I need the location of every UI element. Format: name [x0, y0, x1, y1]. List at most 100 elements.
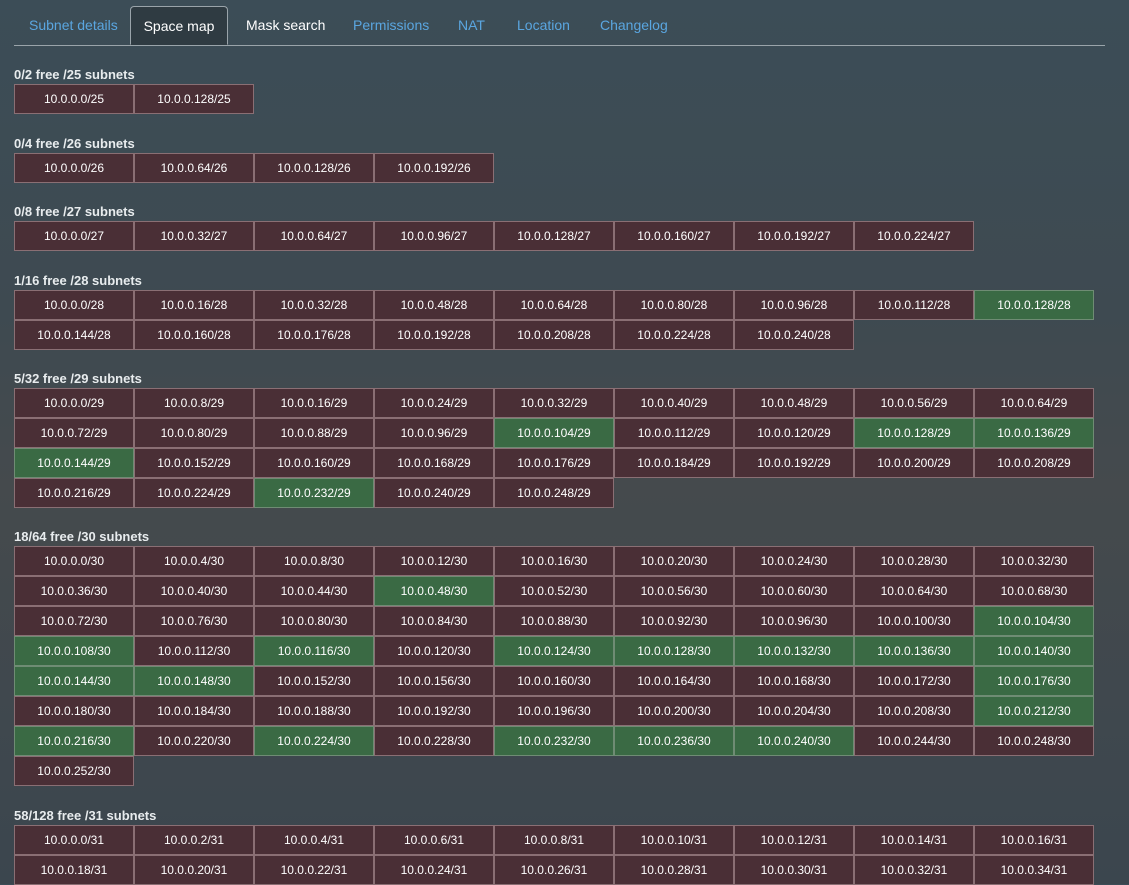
- used-subnet-cell[interactable]: 10.0.0.84/30: [374, 606, 494, 636]
- used-subnet-cell[interactable]: 10.0.0.192/28: [374, 320, 494, 350]
- used-subnet-cell[interactable]: 10.0.0.172/30: [854, 666, 974, 696]
- used-subnet-cell[interactable]: 10.0.0.112/30: [134, 636, 254, 666]
- used-subnet-cell[interactable]: 10.0.0.8/30: [254, 546, 374, 576]
- used-subnet-cell[interactable]: 10.0.0.128/27: [494, 221, 614, 251]
- used-subnet-cell[interactable]: 10.0.0.80/30: [254, 606, 374, 636]
- used-subnet-cell[interactable]: 10.0.0.64/28: [494, 290, 614, 320]
- used-subnet-cell[interactable]: 10.0.0.44/30: [254, 576, 374, 606]
- used-subnet-cell[interactable]: 10.0.0.0/28: [14, 290, 134, 320]
- used-subnet-cell[interactable]: 10.0.0.28/30: [854, 546, 974, 576]
- used-subnet-cell[interactable]: 10.0.0.180/30: [14, 696, 134, 726]
- free-subnet-cell[interactable]: 10.0.0.116/30: [254, 636, 374, 666]
- used-subnet-cell[interactable]: 10.0.0.60/30: [734, 576, 854, 606]
- used-subnet-cell[interactable]: 10.0.0.0/27: [14, 221, 134, 251]
- used-subnet-cell[interactable]: 10.0.0.18/31: [14, 855, 134, 885]
- used-subnet-cell[interactable]: 10.0.0.96/29: [374, 418, 494, 448]
- tab-permissions[interactable]: Permissions: [353, 17, 430, 33]
- used-subnet-cell[interactable]: 10.0.0.244/30: [854, 726, 974, 756]
- used-subnet-cell[interactable]: 10.0.0.68/30: [974, 576, 1094, 606]
- used-subnet-cell[interactable]: 10.0.0.192/30: [374, 696, 494, 726]
- tab-mask-search[interactable]: Mask search: [246, 17, 326, 33]
- used-subnet-cell[interactable]: 10.0.0.52/30: [494, 576, 614, 606]
- free-subnet-cell[interactable]: 10.0.0.128/28: [974, 290, 1094, 320]
- used-subnet-cell[interactable]: 10.0.0.88/29: [254, 418, 374, 448]
- used-subnet-cell[interactable]: 10.0.0.156/30: [374, 666, 494, 696]
- tab-subnet-details[interactable]: Subnet details: [29, 17, 118, 33]
- free-subnet-cell[interactable]: 10.0.0.224/30: [254, 726, 374, 756]
- used-subnet-cell[interactable]: 10.0.0.6/31: [374, 825, 494, 855]
- used-subnet-cell[interactable]: 10.0.0.176/29: [494, 448, 614, 478]
- used-subnet-cell[interactable]: 10.0.0.16/29: [254, 388, 374, 418]
- used-subnet-cell[interactable]: 10.0.0.72/30: [14, 606, 134, 636]
- used-subnet-cell[interactable]: 10.0.0.120/29: [734, 418, 854, 448]
- used-subnet-cell[interactable]: 10.0.0.12/30: [374, 546, 494, 576]
- used-subnet-cell[interactable]: 10.0.0.200/30: [614, 696, 734, 726]
- free-subnet-cell[interactable]: 10.0.0.136/29: [974, 418, 1094, 448]
- free-subnet-cell[interactable]: 10.0.0.212/30: [974, 696, 1094, 726]
- used-subnet-cell[interactable]: 10.0.0.208/30: [854, 696, 974, 726]
- used-subnet-cell[interactable]: 10.0.0.14/31: [854, 825, 974, 855]
- used-subnet-cell[interactable]: 10.0.0.188/30: [254, 696, 374, 726]
- free-subnet-cell[interactable]: 10.0.0.148/30: [134, 666, 254, 696]
- used-subnet-cell[interactable]: 10.0.0.128/26: [254, 153, 374, 183]
- used-subnet-cell[interactable]: 10.0.0.30/31: [734, 855, 854, 885]
- used-subnet-cell[interactable]: 10.0.0.48/28: [374, 290, 494, 320]
- used-subnet-cell[interactable]: 10.0.0.160/27: [614, 221, 734, 251]
- used-subnet-cell[interactable]: 10.0.0.8/29: [134, 388, 254, 418]
- used-subnet-cell[interactable]: 10.0.0.0/26: [14, 153, 134, 183]
- used-subnet-cell[interactable]: 10.0.0.216/29: [14, 478, 134, 508]
- tab-location[interactable]: Location: [517, 17, 570, 33]
- used-subnet-cell[interactable]: 10.0.0.240/29: [374, 478, 494, 508]
- used-subnet-cell[interactable]: 10.0.0.184/29: [614, 448, 734, 478]
- used-subnet-cell[interactable]: 10.0.0.24/30: [734, 546, 854, 576]
- used-subnet-cell[interactable]: 10.0.0.16/28: [134, 290, 254, 320]
- used-subnet-cell[interactable]: 10.0.0.168/29: [374, 448, 494, 478]
- used-subnet-cell[interactable]: 10.0.0.28/31: [614, 855, 734, 885]
- free-subnet-cell[interactable]: 10.0.0.140/30: [974, 636, 1094, 666]
- used-subnet-cell[interactable]: 10.0.0.12/31: [734, 825, 854, 855]
- free-subnet-cell[interactable]: 10.0.0.144/29: [14, 448, 134, 478]
- used-subnet-cell[interactable]: 10.0.0.248/30: [974, 726, 1094, 756]
- used-subnet-cell[interactable]: 10.0.0.100/30: [854, 606, 974, 636]
- used-subnet-cell[interactable]: 10.0.0.10/31: [614, 825, 734, 855]
- used-subnet-cell[interactable]: 10.0.0.32/27: [134, 221, 254, 251]
- free-subnet-cell[interactable]: 10.0.0.216/30: [14, 726, 134, 756]
- free-subnet-cell[interactable]: 10.0.0.108/30: [14, 636, 134, 666]
- used-subnet-cell[interactable]: 10.0.0.32/31: [854, 855, 974, 885]
- used-subnet-cell[interactable]: 10.0.0.224/29: [134, 478, 254, 508]
- used-subnet-cell[interactable]: 10.0.0.152/29: [134, 448, 254, 478]
- used-subnet-cell[interactable]: 10.0.0.76/30: [134, 606, 254, 636]
- used-subnet-cell[interactable]: 10.0.0.8/31: [494, 825, 614, 855]
- used-subnet-cell[interactable]: 10.0.0.196/30: [494, 696, 614, 726]
- free-subnet-cell[interactable]: 10.0.0.104/29: [494, 418, 614, 448]
- free-subnet-cell[interactable]: 10.0.0.132/30: [734, 636, 854, 666]
- used-subnet-cell[interactable]: 10.0.0.72/29: [14, 418, 134, 448]
- used-subnet-cell[interactable]: 10.0.0.228/30: [374, 726, 494, 756]
- used-subnet-cell[interactable]: 10.0.0.192/29: [734, 448, 854, 478]
- used-subnet-cell[interactable]: 10.0.0.184/30: [134, 696, 254, 726]
- used-subnet-cell[interactable]: 10.0.0.168/30: [734, 666, 854, 696]
- used-subnet-cell[interactable]: 10.0.0.24/31: [374, 855, 494, 885]
- used-subnet-cell[interactable]: 10.0.0.40/29: [614, 388, 734, 418]
- free-subnet-cell[interactable]: 10.0.0.136/30: [854, 636, 974, 666]
- used-subnet-cell[interactable]: 10.0.0.220/30: [134, 726, 254, 756]
- used-subnet-cell[interactable]: 10.0.0.96/28: [734, 290, 854, 320]
- used-subnet-cell[interactable]: 10.0.0.0/30: [14, 546, 134, 576]
- free-subnet-cell[interactable]: 10.0.0.124/30: [494, 636, 614, 666]
- used-subnet-cell[interactable]: 10.0.0.80/29: [134, 418, 254, 448]
- used-subnet-cell[interactable]: 10.0.0.56/30: [614, 576, 734, 606]
- used-subnet-cell[interactable]: 10.0.0.26/31: [494, 855, 614, 885]
- used-subnet-cell[interactable]: 10.0.0.128/25: [134, 84, 254, 114]
- used-subnet-cell[interactable]: 10.0.0.22/31: [254, 855, 374, 885]
- used-subnet-cell[interactable]: 10.0.0.32/28: [254, 290, 374, 320]
- used-subnet-cell[interactable]: 10.0.0.200/29: [854, 448, 974, 478]
- used-subnet-cell[interactable]: 10.0.0.120/30: [374, 636, 494, 666]
- free-subnet-cell[interactable]: 10.0.0.232/29: [254, 478, 374, 508]
- used-subnet-cell[interactable]: 10.0.0.64/30: [854, 576, 974, 606]
- used-subnet-cell[interactable]: 10.0.0.2/31: [134, 825, 254, 855]
- used-subnet-cell[interactable]: 10.0.0.96/30: [734, 606, 854, 636]
- used-subnet-cell[interactable]: 10.0.0.20/31: [134, 855, 254, 885]
- used-subnet-cell[interactable]: 10.0.0.224/28: [614, 320, 734, 350]
- used-subnet-cell[interactable]: 10.0.0.160/28: [134, 320, 254, 350]
- used-subnet-cell[interactable]: 10.0.0.24/29: [374, 388, 494, 418]
